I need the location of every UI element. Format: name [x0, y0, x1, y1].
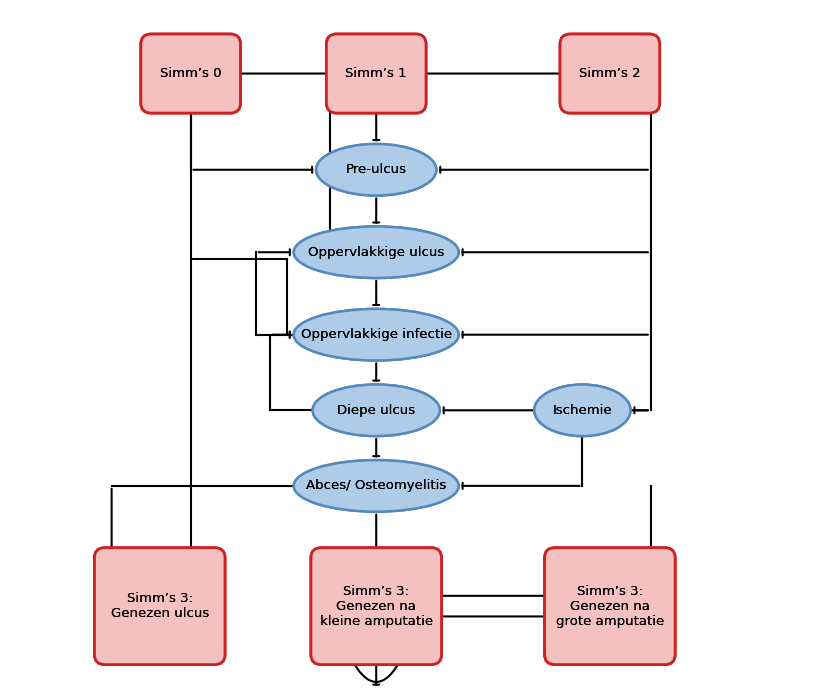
Ellipse shape [533, 384, 629, 436]
Text: Simm’s 0: Simm’s 0 [160, 67, 221, 80]
Ellipse shape [294, 309, 458, 360]
Text: Simm’s 3:
Genezen na
grote amputatie: Simm’s 3: Genezen na grote amputatie [555, 584, 663, 628]
FancyBboxPatch shape [544, 548, 674, 664]
Text: Oppervlakkige infectie: Oppervlakkige infectie [300, 328, 452, 341]
Text: Oppervlakkige ulcus: Oppervlakkige ulcus [308, 246, 444, 259]
FancyBboxPatch shape [559, 34, 659, 113]
FancyBboxPatch shape [311, 548, 441, 664]
FancyBboxPatch shape [311, 548, 441, 664]
Text: Ischemie: Ischemie [552, 404, 611, 417]
Text: Simm’s 1: Simm’s 1 [345, 67, 407, 80]
Text: Simm’s 0: Simm’s 0 [160, 67, 221, 80]
Text: Abces/ Osteomyelitis: Abces/ Osteomyelitis [306, 480, 446, 493]
Text: Oppervlakkige ulcus: Oppervlakkige ulcus [308, 246, 444, 259]
Ellipse shape [313, 384, 439, 436]
Text: Simm’s 3:
Genezen ulcus: Simm’s 3: Genezen ulcus [111, 592, 208, 620]
FancyBboxPatch shape [141, 34, 240, 113]
Text: Simm’s 3:
Genezen ulcus: Simm’s 3: Genezen ulcus [111, 592, 208, 620]
FancyBboxPatch shape [141, 34, 240, 113]
Text: Simm’s 2: Simm’s 2 [578, 67, 640, 80]
Text: Simm’s 2: Simm’s 2 [578, 67, 640, 80]
Text: Ischemie: Ischemie [552, 404, 611, 417]
Ellipse shape [533, 384, 629, 436]
FancyBboxPatch shape [559, 34, 659, 113]
Text: Pre-ulcus: Pre-ulcus [346, 164, 406, 176]
FancyBboxPatch shape [94, 548, 225, 664]
FancyBboxPatch shape [94, 548, 225, 664]
Text: Diepe ulcus: Diepe ulcus [337, 404, 415, 417]
Ellipse shape [294, 460, 458, 512]
Text: Abces/ Osteomyelitis: Abces/ Osteomyelitis [306, 480, 446, 493]
Text: Pre-ulcus: Pre-ulcus [346, 164, 406, 176]
Text: Simm’s 3:
Genezen na
grote amputatie: Simm’s 3: Genezen na grote amputatie [555, 584, 663, 628]
Ellipse shape [294, 309, 458, 360]
Text: Simm’s 3:
Genezen na
kleine amputatie: Simm’s 3: Genezen na kleine amputatie [319, 584, 433, 628]
Text: Simm’s 1: Simm’s 1 [345, 67, 407, 80]
FancyBboxPatch shape [326, 34, 426, 113]
Ellipse shape [313, 384, 439, 436]
Text: Oppervlakkige infectie: Oppervlakkige infectie [300, 328, 452, 341]
Ellipse shape [294, 460, 458, 512]
Ellipse shape [316, 144, 436, 195]
Text: Simm’s 3:
Genezen na
kleine amputatie: Simm’s 3: Genezen na kleine amputatie [319, 584, 433, 628]
Text: Diepe ulcus: Diepe ulcus [337, 404, 415, 417]
FancyBboxPatch shape [544, 548, 674, 664]
Ellipse shape [316, 144, 436, 195]
Ellipse shape [294, 226, 458, 278]
Ellipse shape [294, 226, 458, 278]
FancyBboxPatch shape [326, 34, 426, 113]
